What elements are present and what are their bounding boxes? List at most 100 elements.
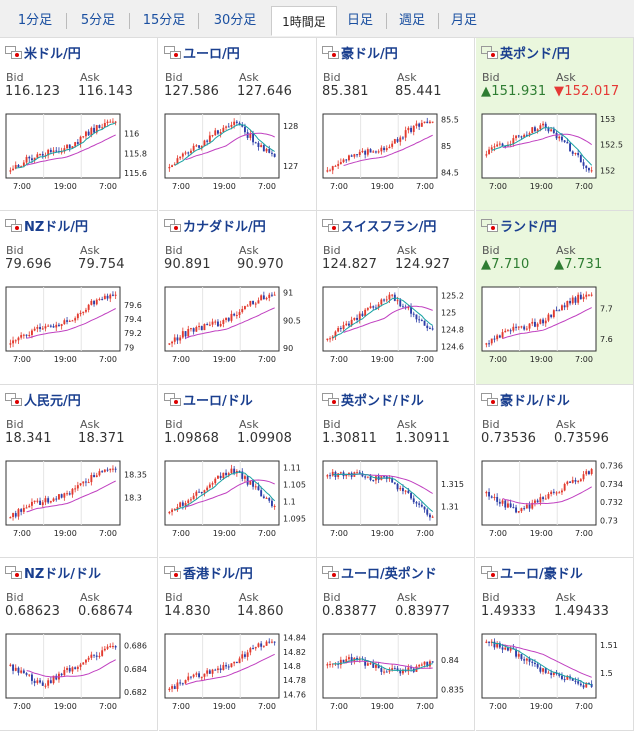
candle-body [348, 155, 350, 161]
candle-body [225, 665, 227, 667]
price-chart[interactable]: 14.84 14.82 14.8 14.78 14.76 7:00 19:00 7:00 [162, 631, 314, 717]
pair-cell[interactable]: ユーロ/豪ドル Bid Ask 1.49333 1.49433 1.51 1.5 7:00 19… [476, 558, 634, 731]
pair-cell[interactable]: NZドル/ドル Bid Ask 0.68623 0.68674 0.686 0.684 0.6… [0, 558, 158, 731]
tab-8[interactable]: 月足 [450, 13, 477, 28]
candle-body [504, 330, 507, 333]
pair-title-link[interactable]: 人民元/円 [5, 391, 81, 409]
pair-title-link[interactable]: 米ドル/円 [5, 44, 81, 62]
pair-title-link[interactable]: 豪ドル/円 [322, 44, 398, 62]
price-chart[interactable]: 1.51 1.5 7:00 19:00 7:00 [479, 631, 631, 717]
candle-body [410, 127, 412, 132]
pair-title-link[interactable]: 豪ドル/ドル [481, 391, 570, 409]
price-chart[interactable]: 116 115.8 115.6 7:00 19:00 7:00 [3, 111, 155, 197]
candle-body [544, 498, 547, 500]
pair-title-link[interactable]: スイスフラン/円 [322, 217, 436, 235]
candle-body [407, 490, 410, 494]
price-chart[interactable]: 7.7 7.6 7:00 19:00 7:00 [479, 284, 631, 370]
candle-body [82, 481, 85, 484]
candle-body [49, 149, 52, 153]
tab-4[interactable]: 30分足 [213, 13, 257, 28]
pair-title-link[interactable]: カナダドル/円 [164, 217, 266, 235]
pair-cell[interactable]: 豪ドル/円 Bid Ask 85.381 85.441 85.5 85 84.5 7:00 19:… [317, 38, 475, 211]
pair-title-link[interactable]: 英ポンド/ドル [322, 391, 424, 409]
candle-body [103, 469, 106, 472]
pair-cell[interactable]: ユーロ/英ポンド Bid Ask 0.83877 0.83977 0.84 0.835 7:0… [317, 558, 475, 731]
tab-6[interactable]: 日足 [346, 13, 373, 28]
tab-3[interactable]: 15分足 [142, 13, 186, 28]
candle-body [249, 133, 252, 138]
pair-cell[interactable]: ランド/円 Bid Ask ▲7.710 ▲7.731 7.7 7.6 7:00 19:00 7:… [476, 211, 634, 385]
pair-cell[interactable]: ユーロ/ドル Bid Ask 1.09868 1.09908 1.11 1.105 1.1 1.… [159, 385, 317, 558]
pair-title-link[interactable]: ユーロ/英ポンド [322, 564, 437, 582]
candle-body [342, 325, 345, 330]
price-chart[interactable]: 128 127 7:00 19:00 7:00 [162, 111, 314, 197]
candle-body [552, 310, 555, 318]
candle-body [47, 498, 50, 503]
y-tick-label: 0.734 [600, 480, 623, 489]
arrow-up-icon: ▲ [481, 257, 492, 272]
pair-cell[interactable]: NZドル/円 Bid Ask 79.696 79.754 79.6 79.4 79.2 79 7:… [0, 211, 158, 385]
y-tick-label: 125.2 [441, 292, 464, 301]
pair-cell[interactable]: 米ドル/円 Bid Ask 116.123 116.143 116 115.8 115.6 7:… [0, 38, 158, 211]
tab-5[interactable]: 1時間足 [271, 6, 337, 36]
candle-body [39, 500, 41, 505]
pair-name: 英ポンド/円 [500, 46, 570, 62]
pair-cell[interactable]: 豪ドル/ドル Bid Ask 0.73536 0.73596 0.736 0.734 0.73… [476, 385, 634, 558]
candle-body [179, 502, 182, 508]
price-chart[interactable]: 0.686 0.684 0.682 7:00 19:00 7:00 [3, 631, 155, 717]
candle-body [380, 299, 383, 305]
pair-title-link[interactable]: ユーロ/円 [164, 44, 240, 62]
pair-cell[interactable]: スイスフラン/円 Bid Ask 124.827 124.927 125.2 125 124.… [317, 211, 475, 385]
candle-body [252, 648, 254, 650]
pair-cell[interactable]: 人民元/円 Bid Ask 18.341 18.371 18.35 18.3 7:00 19:0… [0, 385, 158, 558]
y-tick-label: 116 [124, 130, 139, 139]
candle-body [206, 670, 209, 674]
price-chart[interactable]: 1.315 1.31 7:00 19:00 7:00 [320, 458, 472, 544]
candle-body [195, 145, 198, 147]
candle-body [222, 472, 225, 479]
flag-icon [164, 565, 181, 579]
tab-7[interactable]: 週足 [398, 13, 425, 28]
price-chart[interactable]: 0.84 0.835 7:00 19:00 7:00 [320, 631, 472, 717]
price-chart[interactable]: 85.5 85 84.5 7:00 19:00 7:00 [320, 111, 472, 197]
pair-title-link[interactable]: ランド/円 [481, 217, 557, 235]
bid-value: 0.68623 [5, 604, 60, 619]
y-tick-label: 153 [600, 115, 615, 124]
tab-1[interactable]: 1分足 [17, 13, 53, 28]
candle-body [101, 471, 104, 473]
pair-title-link[interactable]: 香港ドル/円 [164, 564, 253, 582]
candle-body [429, 121, 431, 124]
pair-cell[interactable]: カナダドル/円 Bid Ask 90.891 90.970 91 90.5 90 7:00 19:… [159, 211, 317, 385]
pair-cell[interactable]: 英ポンド/ドル Bid Ask 1.30811 1.30911 1.315 1.31 7:00… [317, 385, 475, 558]
tab-2[interactable]: 5分足 [80, 13, 116, 28]
currency-grid: 米ドル/円 Bid Ask 116.123 116.143 116 115.8 115.6 7:… [0, 38, 634, 731]
candle-body [90, 475, 93, 483]
candle-body [98, 299, 101, 301]
pair-cell[interactable]: ユーロ/円 Bid Ask 127.586 127.646 128 127 7:00 19:00… [159, 38, 317, 211]
pair-title-link[interactable]: NZドル/ドル [5, 564, 101, 582]
y-tick-label: 115.8 [124, 149, 147, 158]
pair-title-link[interactable]: ユーロ/豪ドル [481, 564, 583, 582]
pair-title-link[interactable]: 英ポンド/円 [481, 44, 570, 62]
moving-average-long [343, 660, 433, 669]
pair-title-link[interactable]: ユーロ/ドル [164, 391, 253, 409]
price-chart[interactable]: 125.2 125 124.8 124.6 7:00 19:00 7:00 [320, 284, 472, 370]
price-chart[interactable]: 0.736 0.734 0.732 0.73 7:00 19:00 7:00 [479, 458, 631, 544]
candle-body [558, 310, 561, 312]
pair-cell[interactable]: 香港ドル/円 Bid Ask 14.830 14.860 14.84 14.82 14.8 14… [159, 558, 317, 731]
candle-body [585, 165, 588, 169]
flag-icon [481, 565, 498, 579]
price-chart[interactable]: 18.35 18.3 7:00 19:00 7:00 [3, 458, 155, 544]
pair-cell[interactable]: 英ポンド/円 Bid Ask ▲151.931 ▼152.017 153 152.5 152 7… [476, 38, 634, 211]
price-chart[interactable]: 91 90.5 90 7:00 19:00 7:00 [162, 284, 314, 370]
price-chart[interactable]: 79.6 79.4 79.2 79 7:00 19:00 7:00 [3, 284, 155, 370]
candle-body [391, 668, 394, 671]
y-tick-label: 79 [124, 343, 134, 352]
pair-title-link[interactable]: NZドル/円 [5, 217, 88, 235]
x-tick-label: 7:00 [416, 702, 434, 711]
candle-body [536, 323, 539, 327]
candle-body [28, 505, 31, 508]
price-chart[interactable]: 1.11 1.105 1.1 1.095 7:00 19:00 7:00 [162, 458, 314, 544]
candle-body [490, 496, 493, 498]
price-chart[interactable]: 153 152.5 152 7:00 19:00 7:00 [479, 111, 631, 197]
